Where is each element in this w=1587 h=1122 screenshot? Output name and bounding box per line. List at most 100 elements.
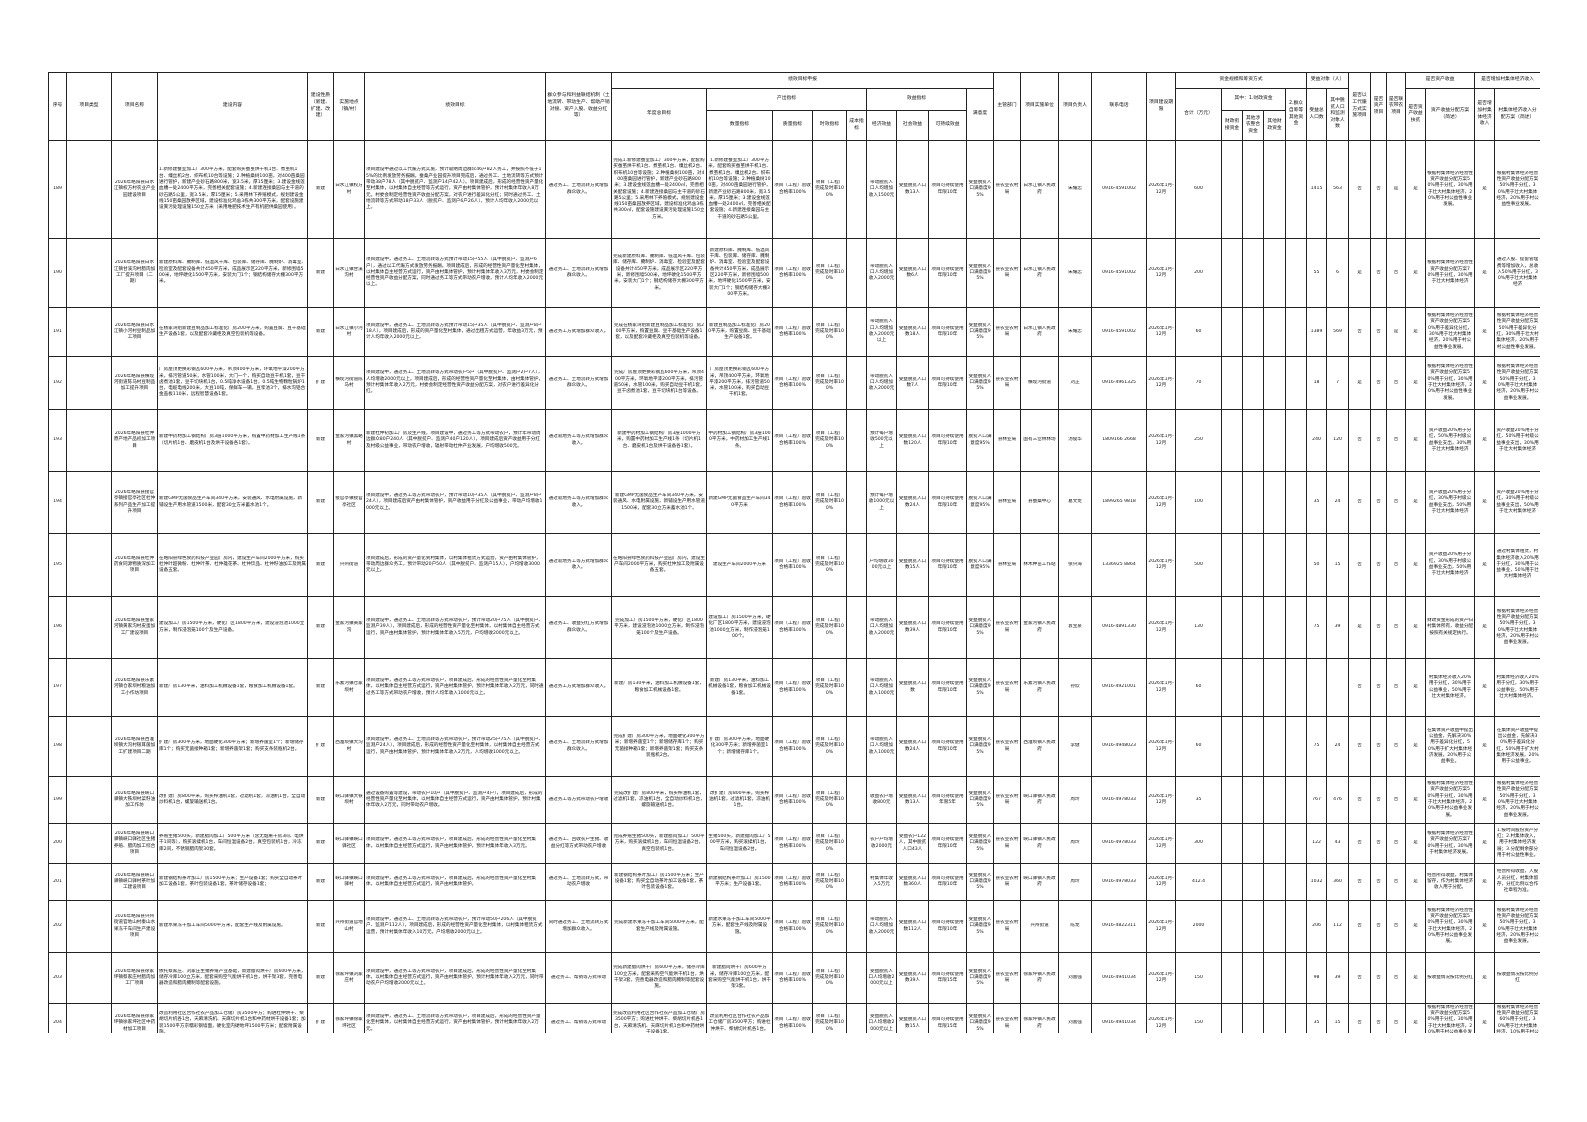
cell-quantity: 改扩建厂房800平米，购买榨油机1套，过滤机1套，凉油机1台。 [706,776,773,824]
village-income-text: 是 [1482,328,1487,334]
cell-asset-income: 是 [1405,140,1427,239]
cell-fin-agri [1242,238,1265,308]
cell-village-plan: 按收益情况按比例分红 [1494,952,1540,1004]
table-row: 189 2026年略阳县白水江镇权方村农业产业园建设项目 1.新修建蚕室加工厂300… [48,140,1540,239]
period-text: 2026年1月-12月 [1148,376,1174,388]
timeliness-text: 项目（工程）完成及时率100% [815,834,844,852]
asset-income-text: 是 [1413,624,1418,630]
annual-text: 完成新建腊肉烘干厂房600平方米，储存冷库100立方米，配套采购空气能烘干机1台… [613,965,705,990]
cell-pop: 75 [1306,596,1328,659]
cell-village-plan: 根据村集体经济经营性资产收益分配方案50%用于分红，30%用于壮大村集体经济，2… [1494,356,1540,410]
cell-participation: 通过务工、帮销等方式带动 [545,1003,612,1033]
no-text: 200 [53,840,62,846]
cell-period: 2026年1月-12月 [1146,658,1177,717]
cell-phone: 1809166 2668 [1091,409,1148,472]
unit-text: 峡口驿镇人民政府 [1023,837,1056,849]
cell-name: 2026年略阳县徐家坪镇蔡家庄村腊肉加工厂项目 [111,952,158,1004]
village-income-text: 是 [1482,561,1487,567]
cell-name: 2026年略阳县金家河镇黄家沟村皮蛋加工厂建设项目 [111,596,158,659]
cell-liannong: 是 [1386,307,1407,357]
cell-timeliness: 项目（工程）完成及时率100% [812,823,847,864]
cell-nature: 新建 [307,658,334,717]
header-village-plan: 村集体经济收入分配方案（简述） [1494,88,1540,141]
name-text: 2026年略阳县峡口驿镇大铁坝村菜籽油加工作坊 [113,790,156,809]
cell-unit: 西淮坝镇人民政府 [1020,716,1060,777]
yigong-text: 否 [1357,684,1362,690]
cell-person: 朱耀忠 [1058,307,1093,357]
name-text: 2026年略阳县兴州街道官地山村秦山水果冻干车间生产建设项目 [113,913,156,938]
no-text: 191 [53,328,62,334]
cell-perf: 项目建设中，通过务工、土地流转等方式预计带动15户35人（其中脱贫户、监测户8户… [364,307,546,357]
cell-poor: 15 [1326,533,1350,597]
village-income-text: 是 [1482,840,1487,846]
village-income-text: 是 [1482,796,1487,802]
participation-text: 同时通过务工、土地流转方式增加群众收入。 [548,920,609,932]
cell-dept: 县农业农村局 [993,658,1022,717]
cell-quantity: 新建GMP无菌食品生产车间340平方米 [706,471,773,534]
cell-satisfaction: 受益脱贫人口满意度95% [965,823,995,864]
cell-asset-income: 是 [1405,900,1427,953]
cell-asset: 否 [1370,776,1388,824]
cell-no: 202 [48,900,67,953]
cell-village-plan: 根据村集体经济经营性资产收益分配方案50%用于差异化分红，30%用于壮大村集体经… [1494,307,1540,357]
cell-phone: 0916-4948023 [1091,716,1148,777]
satisfaction-text: 受益脱贫人口满意度95% [968,678,992,696]
satisfaction-text: 受益脱贫人口满意度95% [968,737,992,755]
quantity-text: 建设生产车间2000平方米 [712,561,767,567]
header-dept: 主管部门 [993,72,1022,141]
cell-quality: 项目（工程）验收合格率100% [772,533,813,597]
header-economic: 经济效益 [866,110,897,141]
table-row: 190 2026年略阳县白水江镇甘溪沟村腊肉加工厂提升项目（二期） 新建原料库、腌制… [48,238,1540,308]
perf-text: 项目建设中，通过务工、土地流转等方式带动农户，预计带动50户206人（其中脱贫户… [366,917,543,935]
header-asset-income-group: 是否资产收益 [1405,72,1476,89]
social-text: 受益脱贫人口数120人 [898,434,927,446]
quality-text: 项目（工程）验收合格率100% [774,793,811,805]
dept-text: 县农业农村局 [995,1017,1019,1029]
cell-asset-income: 是 [1405,776,1427,824]
cell-nature: 新建 [307,471,334,534]
cell-satisfaction: 受益脱贫人口满意度95% [965,952,995,1004]
sustain-text: 项目可持续使用年限10年 [931,376,964,388]
cell-timeliness: 项目（工程）完成及时率100% [812,596,847,659]
header-fin-agri: 其他涉农整合资金 [1242,110,1265,141]
cell-sustain: 项目可持续使用年限10年 [928,238,967,308]
village-plan-text: 根据村集体经济经营性资产收益分配方案50%用于分红，30%用于壮大村集体经济，2… [1496,907,1539,945]
quantity-text: 新建水果冻干加工车间5000平方米，配套生产线及附属设施。 [708,917,771,935]
timeliness-text: 项目（工程）完成及时率100% [815,431,844,449]
cell-perf: 项目建设中，通过务工、土地流转等方式带动农户，预计带动20户75人（其中脱贫户、… [364,596,546,659]
cell-total: 100 [1175,471,1223,534]
cell-social: 受益脱贫人口数 [896,658,929,717]
person-text: 周玲 [1070,796,1080,802]
quality-text: 项目（工程）验收合格率100% [774,837,811,849]
cell-timeliness: 项目（工程）完成及时率100% [812,863,847,901]
asset-income-text: 是 [1413,328,1418,334]
cell-person: 袁宝泉 [1058,596,1093,659]
annual-text: 完成厂房屋顶更换彩钢瓦600平方米，吊顶400平方米，环氧地平漆200平方米，排… [613,370,705,395]
phone-text: 1809166 2668 [1102,437,1136,443]
cell-sustain: 项目可持续使用年限10年 [928,900,967,953]
cell-sustain: 项目可持续使用年限10年 [928,716,967,777]
cell-social: 受益脱贫人口数15人 [896,1003,929,1033]
cell-person: 朱耀忠 [1058,140,1093,239]
unit-text: 徐家坪镇人民政府 [1023,971,1056,983]
cell-yigong: 否 [1348,307,1372,357]
cell-satisfaction: 受益脱贫人口满意度95% [965,140,995,239]
cell-content: 1.新修建蚕室加工厂300平方米，配套购买蚕茧烘干机1台、煮茧机1台、缫丝机2台… [157,140,308,239]
liannong-text: 是 [1393,328,1399,334]
cell-annual: 新建钢结构茶叶加工厂房1500平方米；生产设备1套；购买全自动茶叶加工设备1套，… [611,863,707,901]
no-text: 204 [53,1020,62,1026]
village-income-text: 是 [1482,684,1487,690]
cell-poor: 569 [1326,307,1350,357]
cell-poor: 24 [1326,471,1350,534]
cell-content: 新建中药材加工钢结构厂房3层1000平方米，购置中药材加工生产线1条（切片机1台… [157,409,308,472]
header-quantity: 数量指标 [706,110,773,141]
cell-unit: 林木种苗工作站 [1020,533,1060,597]
cell-quantity: 新建水果冻干加工车间5000平方米，配套生产线及附属设施。 [706,900,773,953]
cell-location: 徐家坪镇徐家坪社区 [333,1003,365,1033]
no-text: 197 [53,684,62,690]
annual-text: 新建厂房130平米，油料加工机械设备1套，粮食加工机械设备1套。 [614,681,704,693]
cell-participation: 通过务工、回收农户生猪、收益分红等方式带动农户增收 [545,823,612,864]
person-text: 刘富强 [1068,974,1082,980]
header-quality: 质量指标 [772,110,813,141]
nature-text: 新建 [315,796,326,802]
